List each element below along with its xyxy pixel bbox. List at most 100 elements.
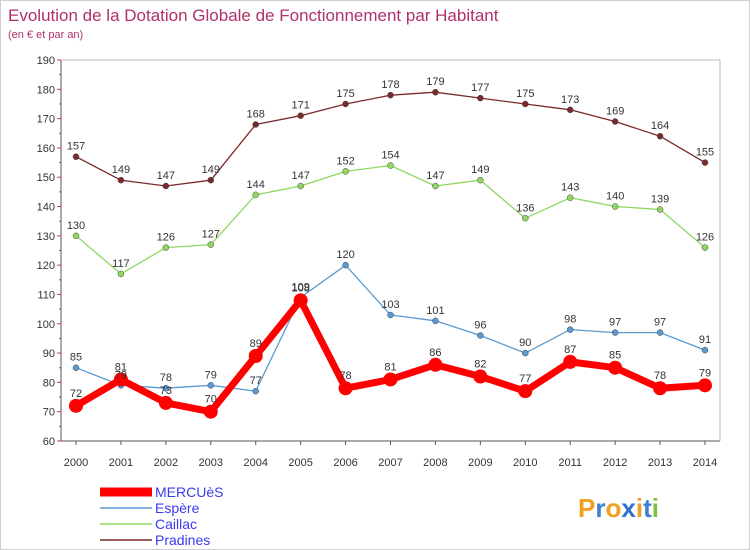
data-label: 164	[651, 120, 669, 132]
data-label: 91	[699, 334, 711, 346]
series-point-2	[117, 270, 125, 278]
y-tick-label: 180	[37, 84, 55, 96]
series-point-0	[113, 372, 128, 387]
data-label: 97	[609, 317, 621, 329]
series-point-0	[69, 398, 83, 413]
series-point-1	[387, 311, 394, 319]
series-point-1	[252, 387, 259, 395]
data-label: 177	[471, 82, 489, 94]
series-point-2	[566, 194, 574, 201]
series-point-1	[701, 346, 709, 354]
x-tick-label: 2001	[109, 457, 133, 469]
series-point-3	[701, 159, 709, 166]
series-point-0	[608, 360, 623, 375]
series-point-2	[387, 162, 394, 169]
y-tick-label: 140	[37, 202, 55, 214]
x-tick-label: 2010	[513, 457, 537, 469]
y-tick-label: 80	[43, 377, 55, 389]
y-tick-label: 110	[37, 289, 55, 301]
data-label: 81	[384, 361, 396, 373]
series-point-3	[207, 176, 215, 184]
data-label: 157	[67, 141, 85, 153]
data-label: 70	[205, 394, 217, 406]
data-label: 178	[381, 79, 399, 91]
series-point-2	[162, 244, 170, 251]
logo-letter: i	[636, 493, 643, 523]
series-point-2	[342, 168, 349, 175]
legend-label-0: MERCUèS	[155, 484, 223, 500]
data-label: 79	[205, 369, 217, 381]
series-point-1	[72, 364, 80, 371]
proxiti-logo: Proxiti	[578, 493, 659, 523]
series-point-1	[522, 349, 529, 357]
data-labels: 157 149 147 149 168 171 175 178 179 177 175 173 169 1…	[67, 76, 714, 405]
x-tick-label: 2003	[199, 457, 223, 469]
data-label: 139	[651, 193, 669, 205]
series-point-3	[162, 182, 170, 190]
series-point-1	[477, 332, 484, 339]
data-label: 73	[160, 385, 172, 397]
series-point-2	[432, 182, 439, 190]
data-label: 98	[564, 314, 576, 326]
chart-subtitle: (en € et par an)	[8, 29, 83, 41]
data-label: 136	[516, 202, 534, 214]
x-tick-label: 2004	[243, 457, 267, 469]
series-point-3	[387, 91, 394, 99]
series-point-1	[432, 317, 439, 325]
y-tick-label: 130	[37, 231, 55, 243]
series-point-2	[656, 206, 664, 213]
series-point-1	[566, 326, 574, 333]
data-label: 97	[654, 317, 666, 329]
series-point-2	[297, 182, 304, 190]
x-tick-label: 2009	[468, 457, 492, 469]
data-label: 72	[70, 388, 82, 400]
series-point-0	[563, 354, 578, 369]
data-label: 149	[112, 164, 130, 176]
data-label: 126	[157, 232, 175, 244]
series-point-1	[207, 382, 215, 389]
data-label: 96	[474, 319, 486, 331]
x-tick-label: 2014	[693, 457, 717, 469]
data-label: 108	[291, 282, 309, 294]
data-label: 175	[336, 88, 354, 100]
data-label: 78	[654, 370, 666, 382]
series-point-2	[701, 244, 709, 251]
data-label: 169	[606, 106, 624, 118]
data-label: 109	[291, 281, 309, 293]
series-point-1	[162, 384, 170, 392]
legend-label-2: Caillac	[155, 516, 197, 532]
series-point-3	[252, 121, 259, 128]
chart-title: Evolution de la Dotation Globale de Fonc…	[8, 6, 499, 25]
x-tick-label: 2008	[423, 457, 447, 469]
series-point-2	[72, 232, 80, 240]
data-label: 85	[70, 352, 82, 364]
y-tick-label: 150	[37, 172, 55, 184]
logo-letter: x	[621, 493, 636, 523]
series-points	[69, 88, 712, 419]
axes: 60 70 80 90 100 110 120 130 140 150 160 170 180 190 20…	[37, 55, 721, 469]
series-point-2	[252, 191, 259, 199]
data-label: 79	[115, 369, 127, 381]
data-label: 152	[336, 155, 354, 167]
y-tick-label: 90	[43, 348, 55, 360]
data-label: 85	[609, 350, 621, 362]
series-point-0	[473, 369, 488, 384]
data-label: 82	[474, 359, 486, 371]
series-point-0	[338, 381, 353, 396]
data-label: 130	[67, 220, 85, 232]
x-tick-label: 2006	[333, 457, 357, 469]
data-label: 175	[516, 88, 534, 100]
x-tick-label: 2000	[64, 457, 88, 469]
x-tick-label: 2012	[603, 457, 627, 469]
data-label: 179	[426, 76, 444, 88]
data-label: 120	[336, 249, 354, 261]
data-label: 81	[115, 361, 127, 373]
logo-letter: r	[595, 493, 605, 523]
series-point-2	[611, 203, 619, 210]
data-label: 155	[696, 147, 714, 159]
series-point-3	[522, 100, 529, 108]
series-point-1	[611, 329, 619, 336]
series-point-0	[293, 293, 308, 308]
x-tick-label: 2013	[648, 457, 672, 469]
